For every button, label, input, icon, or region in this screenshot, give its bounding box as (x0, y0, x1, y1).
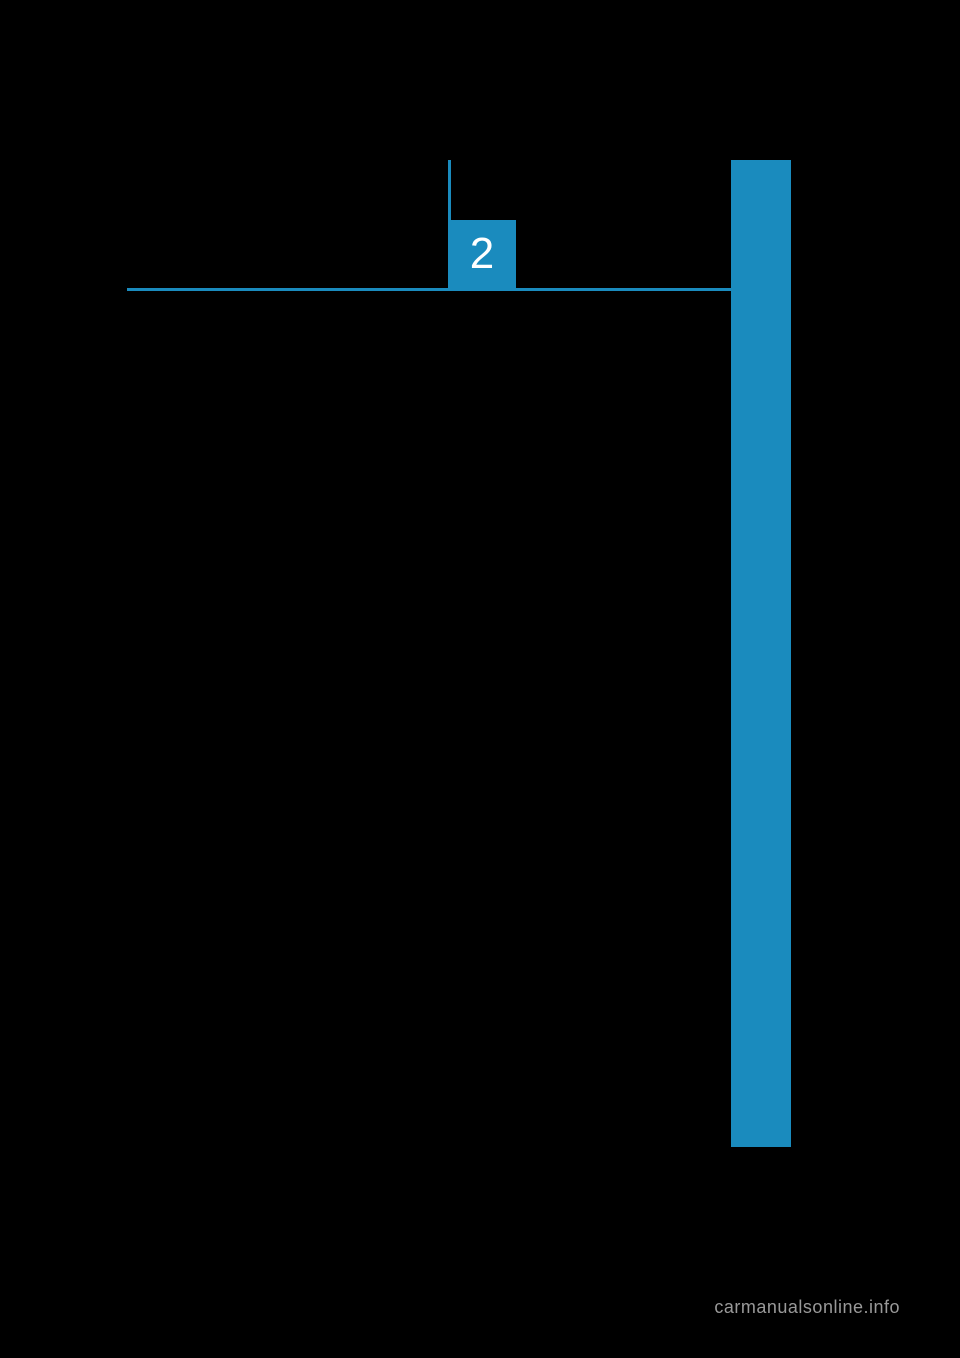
document-page: 2 carmanualsonline.info (0, 0, 960, 1358)
watermark-text: carmanualsonline.info (714, 1297, 900, 1318)
chapter-number: 2 (470, 229, 494, 279)
horizontal-divider-line (127, 288, 731, 291)
chapter-number-box: 2 (448, 220, 516, 288)
side-tab-bar (731, 160, 791, 1147)
